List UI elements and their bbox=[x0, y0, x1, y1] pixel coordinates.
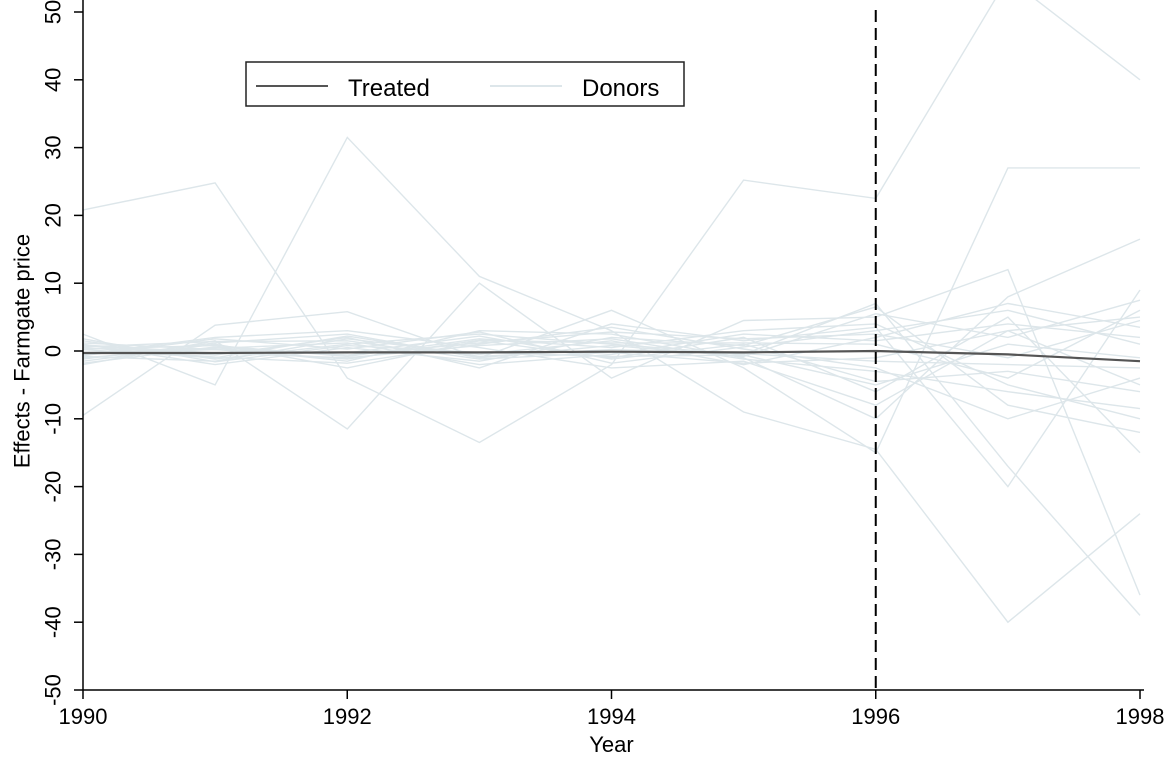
y-tick-label: 10 bbox=[41, 271, 66, 295]
y-ticks: -50 -40 -30 -20 -10 0 10 20 30 40 50 bbox=[41, 0, 83, 706]
donor-series-line bbox=[83, 326, 1141, 420]
donor-series-line bbox=[83, 309, 1141, 364]
legend-treated-label: Treated bbox=[348, 75, 430, 102]
donor-series-line bbox=[83, 335, 1141, 369]
x-axis-title: Year bbox=[589, 732, 633, 757]
donor-series-line bbox=[83, 0, 1141, 444]
y-tick-label: 40 bbox=[41, 68, 66, 92]
donor-series-line bbox=[83, 306, 1141, 434]
y-tick-label: 20 bbox=[41, 203, 66, 227]
y-tick-label: -20 bbox=[41, 471, 66, 503]
axes: 1990 1992 1994 1996 1998 -50 -40 -30 -20 -10 0 10 2… bbox=[41, 0, 1165, 729]
y-tick-label: -10 bbox=[41, 403, 66, 435]
x-tick-label: 1990 bbox=[59, 704, 108, 729]
donor-series-line bbox=[83, 268, 1141, 596]
y-tick-label: 50 bbox=[41, 0, 66, 24]
x-ticks: 1990 1992 1994 1996 1998 bbox=[59, 690, 1165, 729]
y-axis-title: Effects - Farmgate price bbox=[10, 234, 35, 468]
donor-series-line bbox=[83, 238, 1141, 420]
donor-series-line bbox=[83, 338, 1141, 410]
y-tick-label: 0 bbox=[41, 345, 66, 357]
donor-series-line bbox=[83, 167, 1140, 454]
treated-series-line bbox=[83, 349, 1141, 363]
x-tick-label: 1996 bbox=[851, 704, 900, 729]
x-tick-label: 1994 bbox=[587, 704, 636, 729]
y-tick-label: 30 bbox=[41, 135, 66, 159]
donor-series-line bbox=[83, 319, 1141, 364]
treated-line-group bbox=[83, 349, 1141, 363]
y-tick-label: -50 bbox=[41, 674, 66, 706]
donor-series-line bbox=[83, 338, 1141, 386]
donor-series-line bbox=[83, 136, 1141, 624]
legend-donors-label: Donors bbox=[582, 75, 659, 102]
donor-series-line bbox=[83, 323, 1141, 366]
x-tick-label: 1998 bbox=[1116, 704, 1165, 729]
donor-series-line bbox=[83, 316, 1141, 406]
legend-box bbox=[245, 61, 685, 107]
legend: Treated Donors bbox=[245, 61, 685, 107]
y-tick-label: -30 bbox=[41, 539, 66, 571]
y-tick-label: -40 bbox=[41, 606, 66, 638]
x-tick-label: 1992 bbox=[323, 704, 372, 729]
